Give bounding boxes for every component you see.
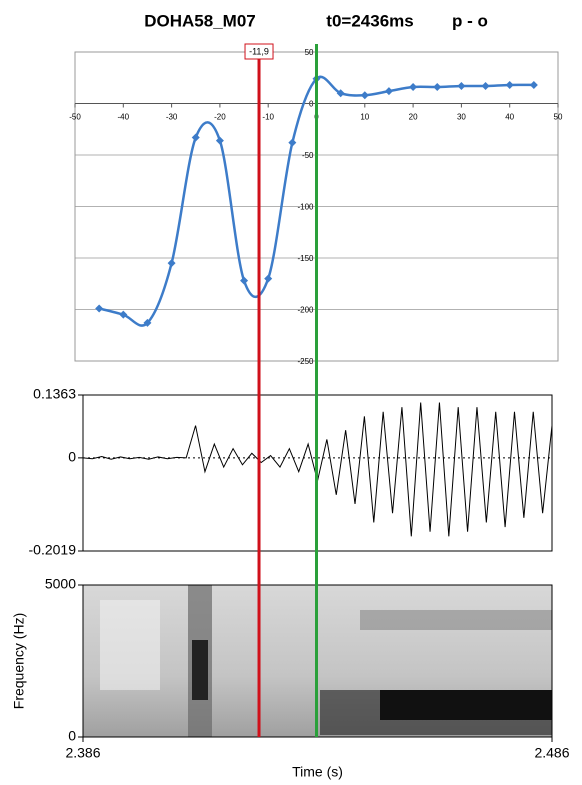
data-point	[360, 91, 369, 100]
data-point	[240, 276, 249, 285]
x-tick-label: -10	[262, 113, 274, 122]
y-tick-label: -100	[297, 203, 314, 212]
data-point	[167, 259, 176, 268]
y-tick-label: -150	[297, 254, 314, 263]
x-tick-label: 30	[457, 113, 466, 122]
x-tick-label: 10	[360, 113, 369, 122]
y-tick-label: 0	[309, 100, 314, 109]
y-tick-label: 0	[68, 449, 76, 465]
data-point	[215, 136, 224, 145]
data-point	[95, 304, 104, 313]
data-point	[288, 138, 297, 147]
marker-label: -11,9	[249, 46, 269, 56]
x-tick-label: -20	[214, 113, 226, 122]
y-tick-label: 0.1363	[33, 386, 76, 402]
chart-title: p - o	[452, 11, 488, 30]
data-point	[433, 83, 442, 92]
data-point	[529, 80, 538, 89]
data-point	[481, 81, 490, 90]
data-point	[191, 133, 200, 142]
data-point	[119, 310, 128, 319]
x-axis-label: Time (s)	[292, 764, 343, 780]
x-tick-label: 40	[505, 113, 514, 122]
x-tick-label: -30	[166, 113, 178, 122]
marker-label-box	[244, 43, 274, 60]
y-tick-label: -250	[297, 357, 314, 366]
data-point	[409, 83, 418, 92]
y-tick-label: -200	[297, 306, 314, 315]
y-tick-label: 50	[305, 48, 314, 57]
data-point	[336, 89, 345, 98]
x-tick-label: -40	[118, 113, 130, 122]
chart-title: DOHA58_M07	[144, 11, 256, 30]
data-point	[384, 87, 393, 96]
data-point	[505, 80, 514, 89]
y-tick-label: -50	[302, 151, 314, 160]
data-point	[457, 81, 466, 90]
y-tick-label: -0.2019	[29, 542, 77, 558]
x-tick-label: -50	[69, 113, 81, 122]
y-axis-label: Frequency (Hz)	[11, 613, 27, 709]
y-tick-label: 0	[68, 728, 76, 744]
x-tick-label: 2.386	[65, 745, 100, 761]
data-point	[264, 274, 273, 283]
data-point	[143, 318, 152, 327]
x-tick-label: 50	[554, 113, 563, 122]
x-tick-label: 2.486	[534, 745, 569, 761]
chart-title: t0=2436ms	[326, 11, 413, 30]
x-tick-label: 20	[409, 113, 418, 122]
y-tick-label: 5000	[45, 576, 76, 592]
